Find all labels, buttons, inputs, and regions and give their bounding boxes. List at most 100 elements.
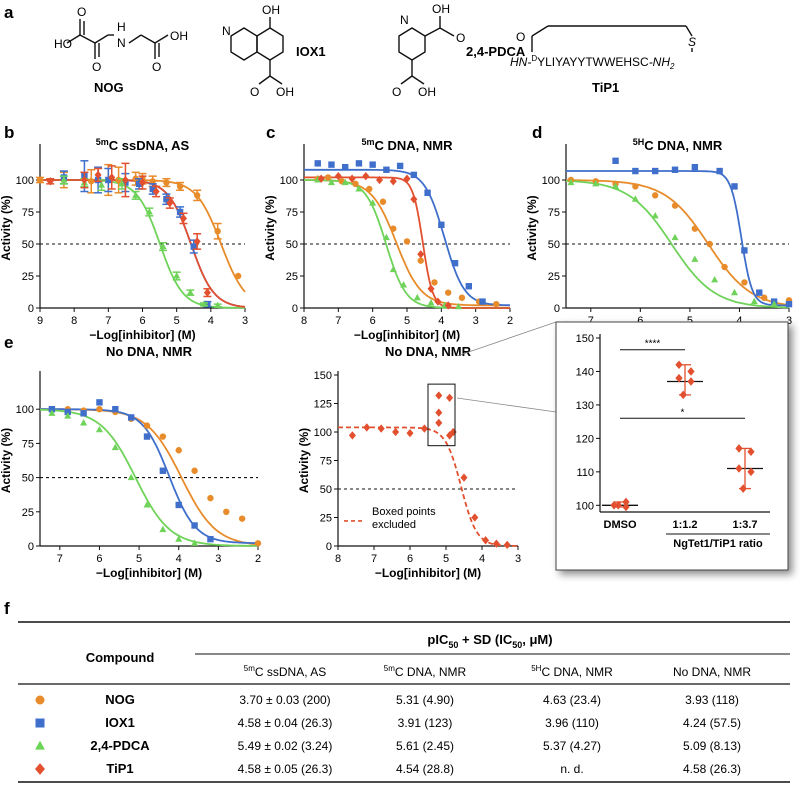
- y-tick-label: 50: [548, 239, 560, 251]
- pdca-structure: [398, 16, 455, 85]
- data-point-nog: [175, 447, 182, 454]
- table-title-sub2: 50: [512, 640, 522, 650]
- table-row-name: NOG: [105, 692, 135, 707]
- data-point-tip1: [460, 473, 468, 482]
- data-point-tip1: [417, 250, 425, 259]
- data-point-iox1: [716, 167, 723, 175]
- data-point-24pdca: [111, 443, 119, 451]
- data-point-24pdca: [671, 233, 679, 241]
- inset-data-point: [610, 501, 618, 510]
- data-point-nog: [379, 198, 387, 205]
- table-column-sup: 5H: [531, 664, 541, 673]
- data-point-tip1: [403, 174, 411, 183]
- data-point-iox1: [314, 160, 321, 167]
- tip1-s-label: S: [688, 35, 696, 49]
- data-point-24pdca: [341, 178, 349, 186]
- inset-data-point: [679, 390, 687, 400]
- y-tick-label: 0: [554, 303, 560, 315]
- table-column-text: No DNA, NMR: [673, 665, 751, 679]
- data-point-iox1: [465, 283, 472, 290]
- nog-h-label: H: [117, 20, 126, 34]
- panel-letter-f: f: [4, 599, 10, 618]
- data-point-iox1: [143, 433, 151, 440]
- data-point-iox1: [175, 501, 182, 509]
- data-point-nog: [741, 279, 748, 286]
- data-point-24pdca: [631, 195, 639, 202]
- y-tick-label: 0: [28, 541, 34, 553]
- data-point-tip1: [444, 301, 452, 310]
- data-point-tip1: [492, 539, 500, 548]
- data-point-iox1: [191, 522, 198, 529]
- iox1-o-label: O: [250, 85, 259, 99]
- compound-name-tip1: TiP1: [592, 80, 619, 95]
- table-column-text: C DNA, NMR: [395, 665, 467, 679]
- inset-data-point: [739, 484, 747, 493]
- data-point-tip1: [179, 214, 188, 223]
- data-point-24pdca: [691, 255, 699, 262]
- table-title-mid: + SD (IC: [458, 632, 512, 647]
- data-point-24pdca: [567, 178, 575, 186]
- table-cell: 5.61 (2.45): [396, 739, 454, 753]
- data-point-nog: [632, 183, 639, 190]
- chart-title-sup: 5m: [96, 137, 109, 147]
- table-cell: 3.70 ± 0.03 (200): [239, 693, 330, 707]
- data-point-iox1: [731, 183, 738, 190]
- table-cell: 4.63 (23.4): [543, 693, 601, 707]
- x-tick-label: 2: [507, 315, 513, 327]
- data-point-iox1: [204, 300, 211, 308]
- table-column-header: 5mC DNA, NMR: [384, 664, 467, 679]
- chart-panel-e-left: No DNA, NMR 7 6 5 4 3 2 0 25 50 75 100 −Log[inhibito…: [0, 344, 262, 580]
- x-tick-label: 6: [407, 553, 413, 565]
- data-point-24pdca: [327, 178, 335, 186]
- nog-o2-label: O: [92, 60, 101, 74]
- y-tick-label: 125: [314, 399, 332, 411]
- nog-n-label: N: [117, 36, 126, 50]
- x-tick-label: 6: [370, 315, 376, 327]
- data-point-iox1: [190, 243, 197, 250]
- data-point-nog: [214, 228, 221, 235]
- data-point-tip1: [94, 170, 102, 180]
- data-point-24pdca: [191, 539, 199, 546]
- y-tick-label: 25: [286, 271, 298, 283]
- data-point-iox1: [127, 414, 135, 421]
- iox1-oh-label: OH: [262, 3, 280, 17]
- data-point-nog: [193, 192, 201, 199]
- fit-curve-iox1: [566, 170, 789, 307]
- panel-a: a HO O O H N O OH NOG N OH O OH IOX1: [4, 2, 696, 99]
- data-point-24pdca: [711, 276, 719, 283]
- data-point-tip1: [193, 237, 201, 246]
- tip1-prefix: HN-: [510, 55, 531, 69]
- fit-curve-24pdca: [39, 408, 258, 547]
- data-point-iox1: [451, 260, 459, 267]
- data-point-nog: [352, 180, 359, 188]
- data-point-iox1: [438, 221, 445, 228]
- inset-data-point: [622, 497, 630, 507]
- chart-panel-c: 5mC DNA, NMR 8 7 6 5 4 3 2 0 25 50 75 100 −Log[inhibi…: [263, 137, 513, 342]
- data-point-24pdca: [118, 180, 126, 187]
- table-column-text: C ssDNA, AS: [255, 665, 326, 679]
- table-cell: 5.49 ± 0.02 (3.24): [238, 739, 333, 753]
- nog-o3-label: O: [152, 60, 161, 74]
- x-tick-label: 3: [786, 315, 792, 327]
- tip1-seq: YLIYAYYTWWEHSC: [537, 55, 649, 69]
- chart-panel-d: 5HC DNA, NMR765430255075100−Log[inhibito…: [525, 137, 793, 342]
- data-point-nog: [159, 433, 167, 440]
- tip1-o-label: O: [516, 30, 525, 44]
- data-point-tip1: [362, 172, 370, 181]
- data-point-24pdca: [64, 412, 72, 419]
- data-point-nog: [652, 192, 659, 199]
- data-point-iox1: [652, 167, 659, 175]
- data-point-nog: [366, 185, 373, 193]
- table-title-prefix: pIC: [427, 632, 449, 647]
- tip1-sub: 2: [669, 62, 675, 71]
- y-tick-label: 25: [548, 271, 560, 283]
- data-point-nog: [706, 240, 713, 248]
- data-point-iox1: [207, 535, 214, 543]
- x-axis-label: −Log[inhibitor] (M): [375, 566, 481, 580]
- data-point-nog: [176, 183, 184, 190]
- data-point-24pdca: [369, 199, 377, 206]
- nog-o1-label: O: [77, 5, 86, 19]
- inset-category-label: 1:1.2: [672, 519, 697, 531]
- table-cell: 4.54 (28.8): [396, 762, 454, 776]
- data-point-nog: [163, 179, 170, 186]
